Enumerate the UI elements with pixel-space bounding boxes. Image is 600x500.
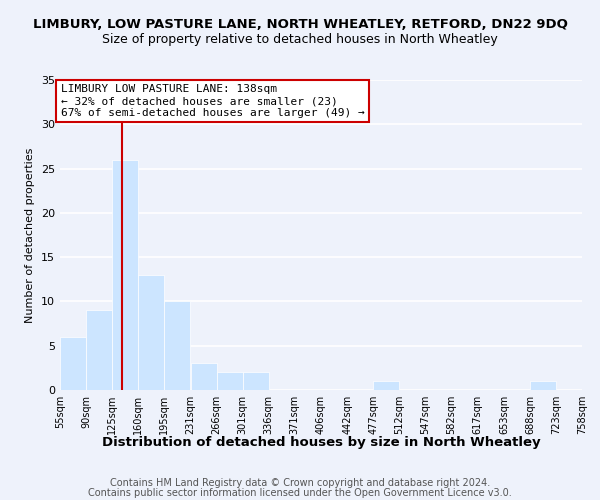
Bar bbox=[242, 372, 269, 390]
Text: LIMBURY, LOW PASTURE LANE, NORTH WHEATLEY, RETFORD, DN22 9DQ: LIMBURY, LOW PASTURE LANE, NORTH WHEATLE… bbox=[32, 18, 568, 30]
Bar bbox=[138, 275, 164, 390]
Text: Contains public sector information licensed under the Open Government Licence v3: Contains public sector information licen… bbox=[88, 488, 512, 498]
Bar bbox=[373, 381, 400, 390]
Text: Distribution of detached houses by size in North Wheatley: Distribution of detached houses by size … bbox=[101, 436, 541, 449]
Bar bbox=[217, 372, 242, 390]
Bar bbox=[60, 337, 86, 390]
Text: Contains HM Land Registry data © Crown copyright and database right 2024.: Contains HM Land Registry data © Crown c… bbox=[110, 478, 490, 488]
Bar bbox=[112, 160, 138, 390]
Y-axis label: Number of detached properties: Number of detached properties bbox=[25, 148, 35, 322]
Bar bbox=[530, 381, 556, 390]
Bar bbox=[191, 364, 217, 390]
Text: Size of property relative to detached houses in North Wheatley: Size of property relative to detached ho… bbox=[102, 32, 498, 46]
Text: LIMBURY LOW PASTURE LANE: 138sqm
← 32% of detached houses are smaller (23)
67% o: LIMBURY LOW PASTURE LANE: 138sqm ← 32% o… bbox=[61, 84, 364, 117]
Bar bbox=[86, 310, 112, 390]
Bar bbox=[164, 302, 190, 390]
